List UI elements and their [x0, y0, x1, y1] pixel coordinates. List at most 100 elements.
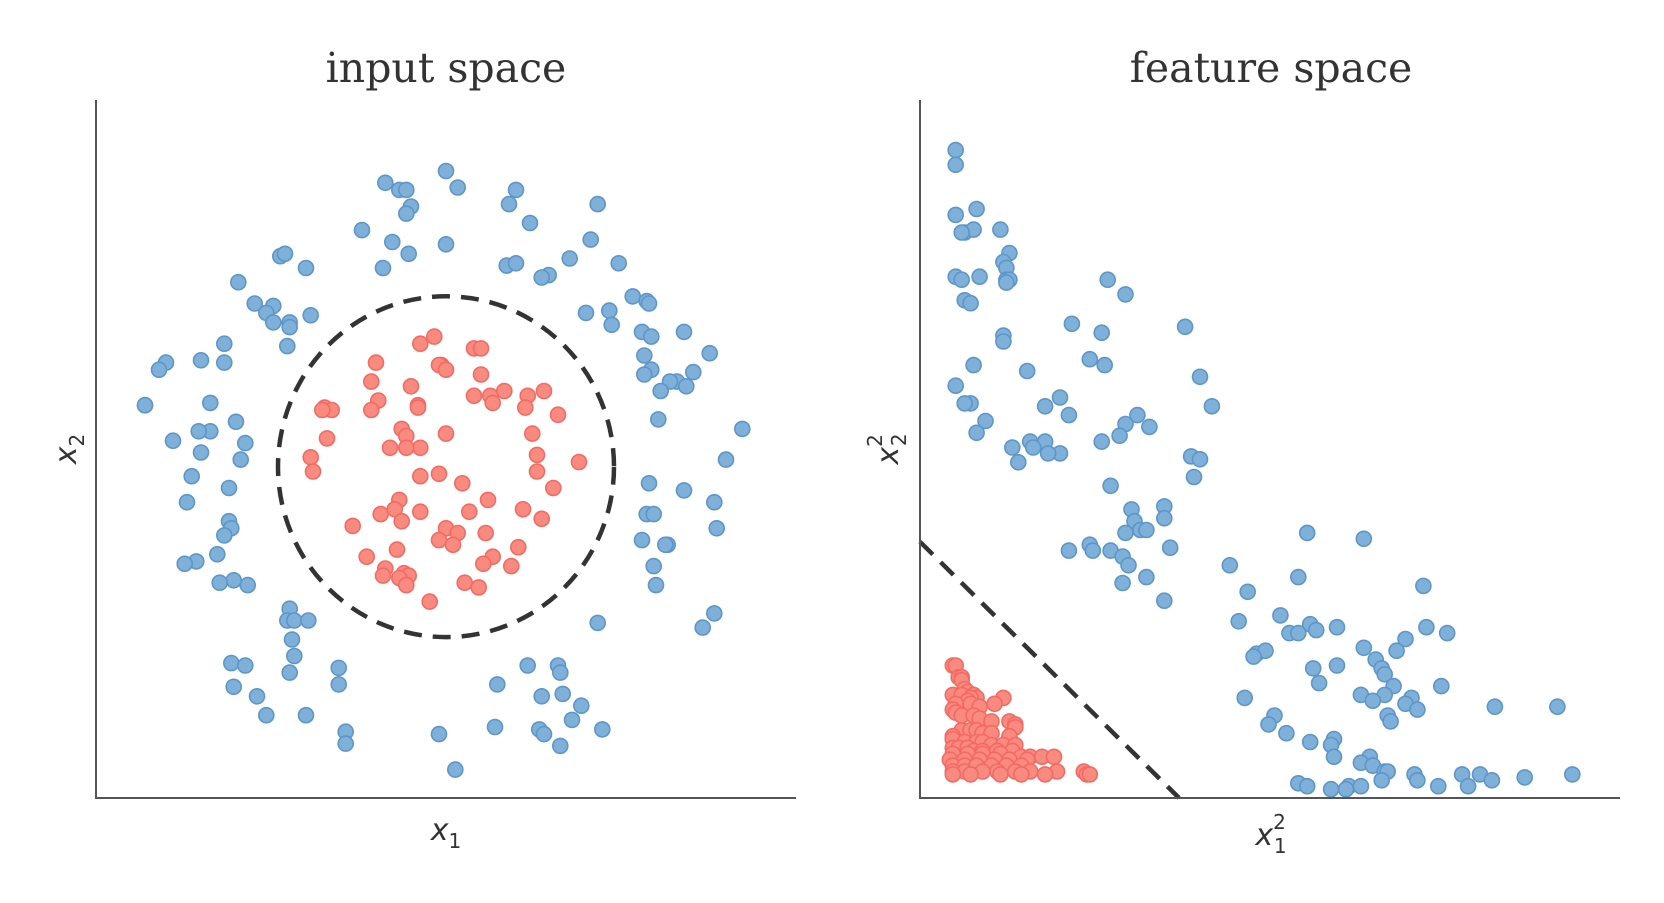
input-space-outer-point: [717, 451, 735, 468]
feature-space-outer-point: [1516, 769, 1533, 786]
input-space-outer-point: [400, 245, 418, 263]
feature-space-outer-point: [1307, 621, 1325, 639]
feature-space-outer-point: [1018, 362, 1036, 380]
input-space-outer-point: [176, 555, 193, 573]
feature-space-outer-point: [1260, 716, 1277, 733]
feature-space-outer-point: [953, 224, 971, 241]
input-space-inner-point: [409, 399, 427, 416]
feature-space-outer-point: [1355, 530, 1373, 548]
input-space-inner-point: [304, 463, 322, 480]
input-space-decision-boundary: [275, 294, 617, 640]
input-space-outer-point: [677, 377, 695, 395]
input-space-outer-point: [246, 295, 263, 312]
feature-space-outer-point: [1060, 406, 1078, 424]
input-space-inner-point: [362, 373, 380, 390]
input-space-outer-point: [225, 678, 242, 696]
input-space-inner-point: [514, 500, 532, 518]
input-space-outer-point: [281, 664, 299, 681]
input-space-outer-point: [230, 273, 247, 291]
input-space-outer-point: [297, 259, 315, 277]
input-space-inner-point: [509, 538, 527, 556]
input-space-outer-point: [647, 576, 665, 594]
input-space-inner-point: [502, 557, 520, 575]
input-space-outer-point: [190, 422, 207, 440]
input-space-outer-point: [701, 344, 719, 362]
feature-space-outer-point: [1298, 777, 1316, 795]
input-space-inner-point: [444, 536, 462, 554]
feature-space-outer-point: [1084, 542, 1102, 559]
input-space-outer-point: [330, 676, 348, 693]
input-space-outer-point: [635, 366, 653, 383]
feature-space-outer-point: [971, 268, 988, 286]
feature-space-inner-point: [992, 766, 1009, 783]
input-space-outer-point: [533, 687, 551, 705]
chart-title-feature-space: feature space: [1130, 44, 1413, 92]
input-space-outer-point: [302, 306, 320, 324]
feature-space-outer-point: [1328, 657, 1346, 674]
input-space-inner-point: [437, 425, 455, 442]
input-space-outer-point: [216, 335, 233, 353]
feature-space-outer-point: [1433, 677, 1450, 695]
feature-space-outer-point: [968, 424, 985, 442]
input-space-outer-point: [600, 302, 618, 319]
input-space-outer-point: [593, 721, 611, 738]
input-space-outer-point: [649, 411, 667, 428]
feature-space-outer-point: [1322, 780, 1340, 798]
feature-space-outer-point: [1096, 356, 1113, 374]
feature-space-outer-point: [995, 333, 1012, 350]
panel-feature-space: feature space x2 1 x22: [863, 44, 1620, 858]
feature-space-outer-point: [1388, 642, 1405, 660]
input-space-inner-point: [381, 439, 399, 457]
feature-space-inner-point: [1045, 748, 1063, 766]
input-space-outer-point: [589, 195, 607, 213]
x-axis-label-input-space: x1: [430, 813, 462, 853]
input-space-outer-point: [437, 236, 455, 253]
input-space-inner-point: [570, 453, 588, 471]
feature-space-outer-point: [968, 200, 985, 218]
axes-spines-input-space: [95, 100, 796, 799]
input-space-outer-point: [705, 493, 723, 511]
feature-space-outer-point: [1564, 766, 1581, 783]
feature-space-outer-point: [947, 206, 965, 224]
input-space-outer-point: [353, 221, 371, 239]
feature-space-outer-point: [1036, 397, 1054, 415]
feature-space-outer-point: [977, 412, 994, 430]
feature-space-inner-point: [944, 766, 962, 783]
feature-space-outer-point: [1230, 612, 1247, 630]
input-space-outer-point: [446, 761, 464, 778]
input-space-outer-point: [675, 482, 693, 499]
input-space-inner-point: [549, 406, 567, 424]
feature-space-inner-point: [986, 695, 1003, 713]
input-space-outer-point: [209, 545, 226, 563]
feature-space-outer-point: [1093, 324, 1110, 342]
feature-space-outer-point: [1278, 724, 1295, 742]
feature-space-outer-point: [992, 221, 1009, 238]
input-space-outer-point: [183, 467, 200, 485]
input-space-inner-point: [344, 517, 362, 535]
feature-space-outer-point: [1191, 368, 1209, 386]
input-space-inner-point: [358, 548, 376, 566]
feature-space-outer-point: [1185, 468, 1203, 486]
feature-space-outer-point: [1203, 397, 1221, 415]
input-space-inner-point: [535, 382, 553, 400]
input-space-inner-point: [425, 328, 443, 345]
input-space-inner-point: [362, 401, 380, 419]
feature-space-outer-point: [1290, 624, 1307, 642]
input-space-outer-point: [656, 536, 674, 554]
feature-space-outer-point: [947, 377, 965, 395]
feature-space-outer-point: [1486, 698, 1504, 716]
feature-space-outer-point: [1355, 639, 1373, 657]
feature-space-outer-point: [1120, 556, 1137, 574]
input-space-outer-point: [684, 363, 702, 381]
input-space-inner-point: [393, 512, 411, 530]
feature-space-outer-point: [1063, 315, 1081, 333]
input-space-outer-point: [449, 179, 467, 196]
input-space-outer-point: [645, 557, 663, 575]
feature-space-outer-point: [1161, 539, 1179, 557]
input-space-outer-point: [237, 434, 254, 452]
feature-space-outer-point: [1364, 692, 1382, 710]
feature-space-outer-point: [1221, 556, 1239, 574]
panel-input-space: input space x1 x2: [49, 44, 796, 853]
feature-space-outer-point: [1156, 509, 1173, 527]
input-space-outer-point: [507, 254, 525, 272]
